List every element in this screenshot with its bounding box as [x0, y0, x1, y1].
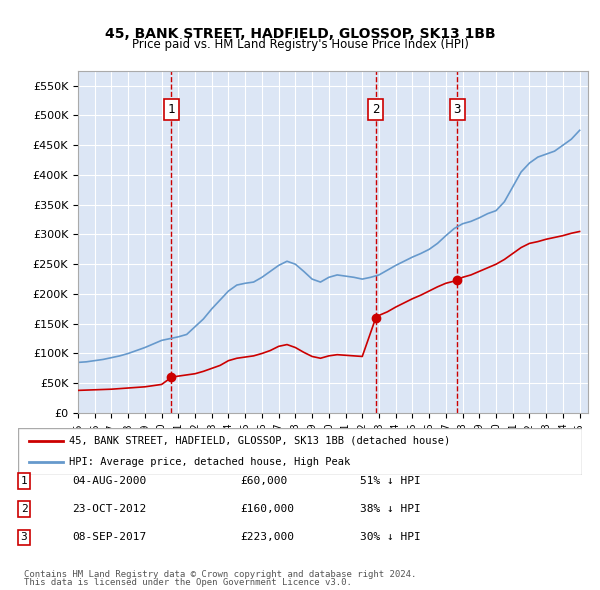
Text: 23-OCT-2012: 23-OCT-2012 [72, 504, 146, 514]
Text: £160,000: £160,000 [240, 504, 294, 514]
Text: 51% ↓ HPI: 51% ↓ HPI [360, 476, 421, 486]
Text: £60,000: £60,000 [240, 476, 287, 486]
FancyBboxPatch shape [18, 428, 582, 475]
Text: Price paid vs. HM Land Registry's House Price Index (HPI): Price paid vs. HM Land Registry's House … [131, 38, 469, 51]
Text: 04-AUG-2000: 04-AUG-2000 [72, 476, 146, 486]
Text: 30% ↓ HPI: 30% ↓ HPI [360, 533, 421, 542]
Text: 3: 3 [20, 533, 28, 542]
Text: 3: 3 [454, 103, 461, 116]
Text: 1: 1 [20, 476, 28, 486]
Text: 45, BANK STREET, HADFIELD, GLOSSOP, SK13 1BB (detached house): 45, BANK STREET, HADFIELD, GLOSSOP, SK13… [69, 436, 450, 446]
Text: 38% ↓ HPI: 38% ↓ HPI [360, 504, 421, 514]
Text: This data is licensed under the Open Government Licence v3.0.: This data is licensed under the Open Gov… [24, 578, 352, 587]
Text: Contains HM Land Registry data © Crown copyright and database right 2024.: Contains HM Land Registry data © Crown c… [24, 571, 416, 579]
Text: 08-SEP-2017: 08-SEP-2017 [72, 533, 146, 542]
Text: 45, BANK STREET, HADFIELD, GLOSSOP, SK13 1BB: 45, BANK STREET, HADFIELD, GLOSSOP, SK13… [104, 27, 496, 41]
Text: 2: 2 [20, 504, 28, 514]
Text: HPI: Average price, detached house, High Peak: HPI: Average price, detached house, High… [69, 457, 350, 467]
Text: £223,000: £223,000 [240, 533, 294, 542]
Text: 2: 2 [372, 103, 380, 116]
Text: 1: 1 [168, 103, 175, 116]
